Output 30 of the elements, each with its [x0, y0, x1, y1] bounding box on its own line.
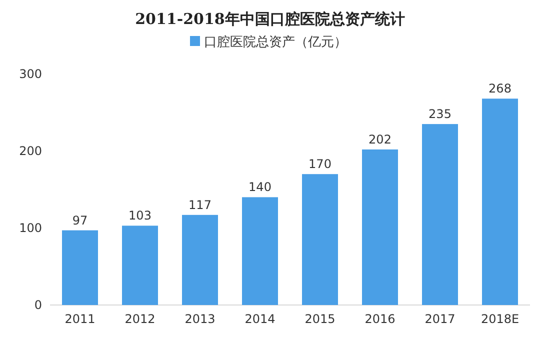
data-label: 235 — [428, 107, 452, 122]
chart-title: 2011-2018年中国口腔医院总资产统计 — [135, 10, 405, 28]
bar — [242, 197, 278, 305]
data-label: 140 — [248, 180, 272, 194]
bar — [302, 174, 338, 305]
data-label: 268 — [488, 82, 512, 96]
bar — [122, 226, 158, 305]
data-label: 202 — [368, 132, 392, 146]
y-tick-label: 0 — [34, 298, 42, 312]
legend-label: 口腔医院总资产（亿元） — [204, 35, 347, 50]
bar — [362, 149, 398, 305]
bar — [182, 214, 218, 305]
y-tick-label: 100 — [19, 221, 42, 235]
data-label: 170 — [308, 157, 332, 172]
x-tick-label: 2013 — [184, 312, 216, 326]
x-tick-label: 2016 — [364, 312, 396, 326]
data-label: 103 — [128, 208, 152, 223]
x-tick-label: 2011 — [64, 312, 96, 326]
bar — [422, 124, 458, 305]
x-tick-label: 2015 — [304, 312, 336, 326]
x-tick-label: 2018E — [480, 312, 520, 326]
x-tick-label: 2017 — [424, 312, 456, 326]
data-label: 117 — [188, 198, 212, 212]
bar — [482, 98, 518, 305]
bar — [62, 230, 98, 305]
x-tick-label: 2014 — [244, 312, 276, 326]
y-tick-label: 300 — [19, 67, 42, 81]
x-tick-label: 2012 — [124, 312, 156, 326]
data-label: 97 — [72, 213, 88, 228]
y-tick-label: 200 — [19, 144, 42, 158]
